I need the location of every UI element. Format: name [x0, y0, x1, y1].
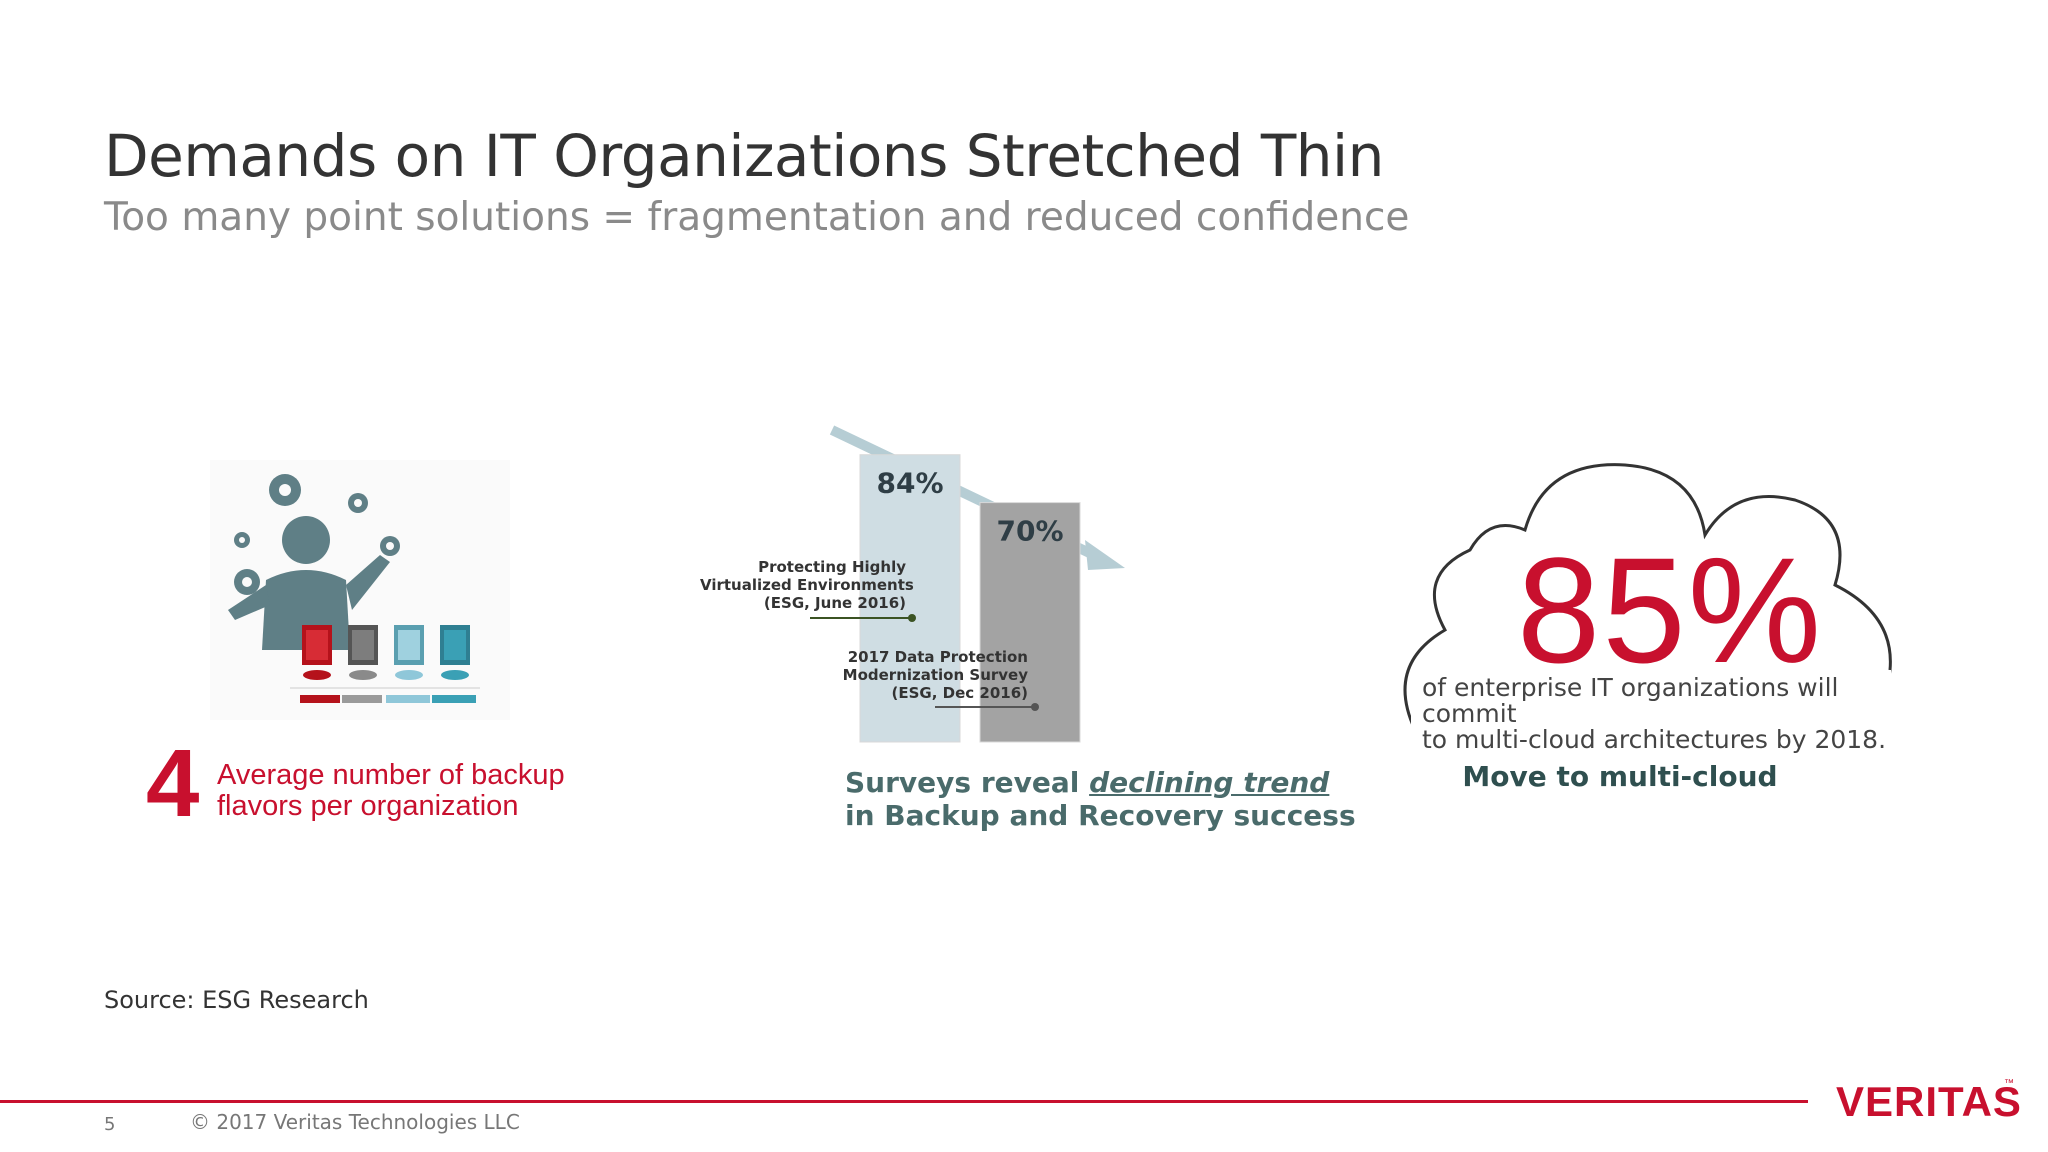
footer-divider — [0, 1100, 1808, 1103]
copyright-text: © 2017 Veritas Technologies LLC — [190, 1110, 520, 1134]
caption-line2: in Backup and Recovery success — [845, 799, 1356, 832]
caption-line1: Surveys reveal declining trend — [845, 766, 1356, 799]
page-number: 5 — [104, 1114, 116, 1135]
backup-flavors-number: 4 — [146, 730, 200, 837]
bar-0 — [859, 454, 961, 743]
slide-title: Demands on IT Organizations Stretched Th… — [104, 122, 1384, 190]
multi-cloud-caption: Move to multi-cloud — [1462, 760, 1778, 793]
server-rack-icon — [302, 625, 470, 665]
multi-cloud-percentage: 85% — [1516, 526, 1824, 694]
multi-cloud-text-line1: of enterprise IT organizations will comm… — [1422, 673, 1839, 728]
bar-1 — [979, 502, 1081, 743]
caption-prefix: Surveys reveal — [845, 766, 1090, 799]
annotation1-dot — [908, 614, 916, 622]
database-icon — [290, 670, 480, 703]
multi-cloud-text-line2: to multi-cloud architectures by 2018. — [1422, 725, 1887, 754]
veritas-logo: VERITAS — [1836, 1078, 2022, 1125]
caption-emphasis: declining trend — [1089, 766, 1330, 799]
annotation-june-2016: Protecting Highly Virtualized Environmen… — [700, 558, 914, 612]
annotation2-line1: 2017 Data Protection — [847, 648, 1028, 666]
annotation1-line2: Virtualized Environments — [700, 576, 914, 594]
annotation1-line1: Protecting Highly — [758, 558, 906, 576]
cloud-outline-icon — [1403, 463, 1892, 740]
backup-flavors-line1: Average number of backup — [217, 759, 565, 791]
backup-flavors-line2: flavors per organization — [217, 790, 519, 822]
source-note: Source: ESG Research — [104, 986, 369, 1014]
person-with-servers-icon — [210, 460, 510, 720]
annotation2-line3: (ESG, Dec 2016) — [891, 684, 1028, 702]
bar-value-label-1: 70% — [996, 515, 1063, 548]
backup-flavors-text: Average number of backup flavors per org… — [217, 760, 597, 822]
bar-value-label-0: 84% — [876, 467, 943, 500]
annotation1-line3: (ESG, June 2016) — [763, 594, 906, 612]
annotation-dec-2016: 2017 Data Protection Modernization Surve… — [830, 648, 1028, 702]
success-rate-bar-chart: 84% 70% — [810, 425, 1125, 743]
multi-cloud-text: of enterprise IT organizations will comm… — [1422, 675, 1892, 753]
logo-trademark: ™ — [2004, 1078, 2014, 1089]
annotation2-dot — [1031, 703, 1039, 711]
annotation2-line2: Modernization Survey — [842, 666, 1028, 684]
bar-chart-caption: Surveys reveal declining trend in Backup… — [845, 766, 1356, 832]
slide-subtitle: Too many point solutions = fragmentation… — [104, 195, 1410, 240]
